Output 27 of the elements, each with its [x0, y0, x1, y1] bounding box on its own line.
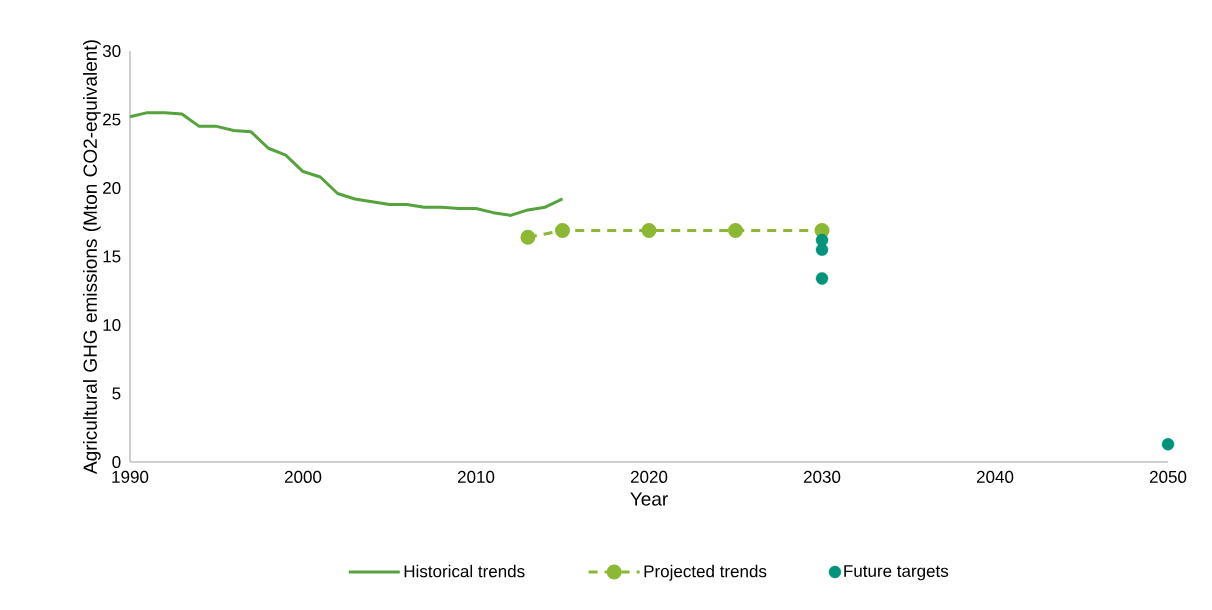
legend-label: Historical trends [404, 564, 525, 578]
x-tick-label: 2020 [630, 470, 668, 483]
legend-label: Future targets [844, 565, 949, 581]
y-tick-label: 10 [103, 318, 121, 332]
point [1161, 437, 1175, 451]
line-series [128, 111, 565, 217]
y-tick-label: 5 [112, 387, 121, 400]
x-axis-title: Year [630, 492, 668, 506]
point [555, 222, 571, 238]
y-tick-label: 25 [103, 113, 121, 126]
y-tick-label: 20 [103, 181, 121, 195]
point [520, 229, 536, 245]
x-tick-label: 2010 [457, 470, 495, 483]
point [641, 222, 657, 238]
y-tick-label: 0 [112, 455, 121, 469]
x-tick-label: 2050 [1149, 470, 1187, 483]
legend-label: Projected trends [644, 564, 767, 581]
point [728, 222, 744, 238]
x-tick-label: 2040 [976, 470, 1014, 483]
x-tick-label: 1990 [112, 470, 149, 483]
y-tick-label: 30 [102, 44, 121, 58]
y-tick-label: 15 [103, 250, 121, 263]
point [815, 243, 829, 256]
y-axis-title: Agricultural GHG emissions (Mton CO2-equivalent) [82, 40, 101, 474]
point [815, 272, 829, 285]
x-tick-label: 2030 [803, 470, 841, 483]
x-tick-label: 2000 [284, 470, 322, 483]
